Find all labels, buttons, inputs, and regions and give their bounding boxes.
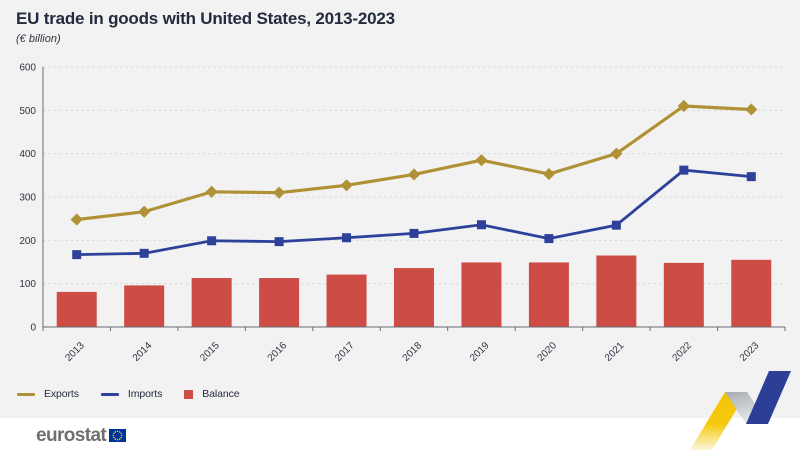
imports-marker xyxy=(544,234,554,244)
flag-star xyxy=(120,436,123,439)
flag-star xyxy=(114,431,117,433)
balance-bar xyxy=(259,278,300,327)
exports-line xyxy=(76,104,752,222)
flag-star xyxy=(121,434,123,437)
balance-bar xyxy=(528,262,569,327)
imports-marker xyxy=(679,165,689,175)
balance-bar xyxy=(461,262,502,327)
legend-label-exports: Exports xyxy=(44,388,79,400)
imports-marker xyxy=(342,233,352,243)
balance-bar xyxy=(394,268,434,327)
balance-bar xyxy=(191,278,232,327)
exports-marker xyxy=(205,185,218,198)
imports-line xyxy=(76,168,752,257)
decoration-blue-band xyxy=(746,371,791,424)
balance-bar xyxy=(56,291,97,327)
legend-label-balance: Balance xyxy=(202,388,240,400)
flag-star xyxy=(114,438,117,440)
flag-star xyxy=(119,431,121,433)
balance-bar xyxy=(731,259,772,327)
x-tick-label: 2014 xyxy=(131,340,155,364)
imports-line-swatch xyxy=(100,392,119,396)
flag-star xyxy=(113,436,115,439)
eu-flag-icon xyxy=(109,429,127,442)
imports-marker xyxy=(139,248,149,258)
exports-marker xyxy=(340,179,353,192)
exports-marker xyxy=(745,103,758,116)
flag-star xyxy=(119,438,121,440)
imports-marker xyxy=(746,172,756,182)
chart-subtitle: (€ billion) xyxy=(16,33,61,45)
y-tick-label: 400 xyxy=(19,149,36,160)
imports-marker xyxy=(409,228,419,238)
x-tick-label: 2015 xyxy=(198,340,222,364)
x-tick-label: 2019 xyxy=(468,340,492,364)
flag-star xyxy=(116,438,119,441)
footer: eurostat xyxy=(0,418,800,450)
legend-item-imports: Imports xyxy=(100,388,163,400)
eurostat-logo: eurostat xyxy=(36,425,127,446)
legend-label-imports: Imports xyxy=(127,388,163,400)
imports-marker xyxy=(72,250,82,260)
flag-star xyxy=(116,430,119,433)
eurostat-wordmark: eurostat xyxy=(36,425,107,446)
balance-bar-swatch xyxy=(184,389,194,399)
x-tick-label: 2021 xyxy=(603,340,627,364)
y-tick-label: 200 xyxy=(19,236,36,247)
chart-title: EU trade in goods with United States, 20… xyxy=(16,9,395,28)
exports-marker xyxy=(273,186,286,199)
x-tick-label: 2020 xyxy=(536,340,560,364)
imports-marker xyxy=(476,220,486,230)
flag-star xyxy=(120,432,123,435)
x-tick-label: 2013 xyxy=(63,340,87,364)
legend-item-balance: Balance xyxy=(184,388,240,400)
balance-bar xyxy=(124,285,165,327)
exports-marker xyxy=(138,205,151,218)
x-tick-label: 2018 xyxy=(401,340,425,364)
y-tick-label: 300 xyxy=(19,193,36,204)
exports-marker xyxy=(475,154,488,167)
legend: Exports Imports Balance xyxy=(17,388,240,400)
balance-bar xyxy=(326,274,367,327)
exports-marker xyxy=(70,213,83,226)
exports-marker xyxy=(542,167,555,181)
exports-marker xyxy=(407,168,421,181)
flag-star xyxy=(113,432,115,435)
imports-marker xyxy=(207,236,217,246)
exports-line-swatch xyxy=(17,392,35,396)
balance-bar xyxy=(596,255,637,327)
x-tick-label: 2016 xyxy=(266,340,290,364)
trend-arrow-decoration xyxy=(690,371,791,450)
balance-bar xyxy=(663,262,704,327)
y-tick-label: 100 xyxy=(19,279,36,290)
legend-item-exports: Exports xyxy=(17,388,79,400)
imports-marker xyxy=(611,220,621,230)
decoration-yellow-band xyxy=(690,392,747,450)
flag-star xyxy=(112,434,115,437)
x-tick-label: 2017 xyxy=(333,340,357,364)
imports-marker xyxy=(274,237,284,247)
y-tick-label: 0 xyxy=(30,323,36,334)
y-tick-label: 500 xyxy=(19,106,36,117)
y-tick-label: 600 xyxy=(19,63,36,74)
